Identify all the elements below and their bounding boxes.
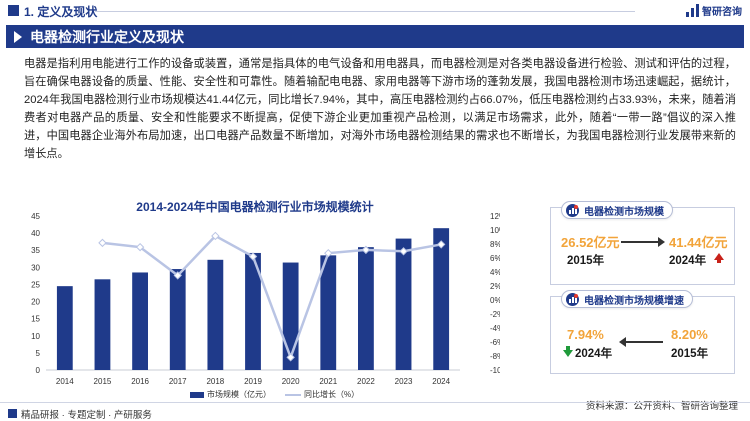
y-right-tick-label: 12%: [490, 212, 500, 221]
footer-square-icon: [8, 409, 17, 418]
growth-rate-panel: 电器检测市场规模增速 7.94% 2024年 8.20% 2015年: [550, 290, 735, 374]
market-size-chart: 0 5 10 15 20 25 30 35 40 45 -10% -8% -6% -4% -2% 0% 2% 4%…: [31, 212, 500, 386]
y-right-tick-label: -8%: [490, 352, 500, 361]
legend-item-bar: 市场规模（亿元）: [190, 389, 271, 400]
growth-point: [361, 245, 371, 255]
y-left-tick-label: 0: [36, 366, 41, 375]
x-tick-label: 2023: [395, 377, 413, 386]
growth-point: [211, 231, 220, 241]
y-left-tick-label: 15: [31, 315, 40, 324]
section-title: 1. 定义及现状: [24, 5, 98, 19]
scale-left-value: 26.52亿元: [561, 235, 620, 250]
left-arrow-icon: [619, 337, 663, 347]
legend-line-label: 同比增长（%）: [304, 390, 360, 399]
scale-left-year: 2015年: [567, 255, 605, 267]
y-left-tick-label: 40: [31, 229, 40, 238]
y-right-tick-label: 0%: [490, 296, 500, 305]
bar: [358, 247, 374, 370]
data-source: 资料来源：公开资料、智研咨询整理: [585, 401, 738, 412]
y-right-tick-label: -4%: [490, 324, 500, 333]
scale-right-value: 41.44亿元: [669, 235, 728, 250]
bar: [320, 255, 337, 370]
growth-point: [286, 353, 295, 362]
legend-item-line: 同比增长（%）: [285, 389, 359, 400]
x-tick-label: 2018: [206, 377, 224, 386]
bar: [395, 238, 412, 370]
growth-rate-tag: 电器检测市场规模增速: [561, 290, 693, 308]
growth-left-year: 2024年: [575, 348, 613, 360]
bar: [245, 252, 261, 370]
growth-chart-icon: [566, 293, 579, 306]
scale-right-year: 2024年: [669, 255, 707, 267]
bar-chart-icon: [566, 204, 579, 217]
y-left-tick-label: 20: [31, 298, 40, 307]
page-title: 电器检测行业定义及现状: [30, 28, 184, 45]
x-tick-label: 2024: [432, 377, 450, 386]
growth-point: [98, 238, 107, 248]
bar: [94, 279, 111, 370]
growth-point: [135, 242, 145, 252]
x-tick-label: 2019: [244, 377, 262, 386]
y-right-tick-label: 4%: [490, 268, 500, 277]
top-header: 1. 定义及现状 智研咨询: [0, 0, 750, 22]
growth-point: [399, 247, 408, 256]
legend-bar-swatch: [190, 391, 204, 398]
bar: [433, 228, 450, 370]
x-tick-label: 2017: [169, 377, 187, 386]
growth-left-value: 7.94%: [567, 327, 604, 342]
growth-line: [102, 234, 442, 361]
bar: [132, 272, 148, 370]
market-scale-panel: 电器检测市场规模 26.52亿元 2015年 41.44亿元 2024年: [550, 201, 735, 285]
y-left-tick-label: 35: [31, 246, 40, 255]
growth-right-value: 8.20%: [671, 327, 708, 342]
growth-right-year: 2015年: [671, 348, 709, 360]
x-tick-label: 2020: [282, 377, 300, 386]
growth-point: [248, 252, 258, 261]
x-tick-label: 2021: [319, 377, 337, 386]
y-right-tick-label: 6%: [490, 254, 500, 263]
y-right-tick-label: -2%: [490, 310, 500, 319]
y-left-tick-label: 30: [31, 263, 40, 272]
play-arrow-icon: [14, 30, 22, 43]
growth-rate-title: 电器检测市场规模增速: [584, 295, 684, 307]
footer-tagline: 精品研报 · 专题定制 · 产研服务: [21, 410, 152, 421]
y-left-tick-label: 5: [36, 349, 41, 358]
header-divider: [95, 11, 635, 12]
intro-paragraph: 电器是指利用电能进行工作的设备或装置，通常是指具体的电气设备和用电器具，而电器检…: [24, 58, 736, 160]
y-right-tick-label: 8%: [490, 240, 500, 249]
x-tick-label: 2014: [56, 377, 74, 386]
y-left-tick-label: 25: [31, 280, 40, 289]
x-tick-label: 2022: [357, 377, 375, 386]
legend-line-swatch: [285, 393, 301, 396]
x-tick-label: 2015: [94, 377, 112, 386]
footer: 精品研报 · 专题定制 · 产研服务: [0, 402, 750, 421]
growth-point: [436, 240, 446, 249]
title-banner: 电器检测行业定义及现状: [6, 25, 744, 48]
bar: [169, 269, 186, 370]
up-arrow-icon: [714, 253, 724, 263]
brand-name: 智研咨询: [702, 7, 742, 18]
y-right-tick-label: -10%: [490, 366, 500, 375]
x-tick-label: 2016: [131, 377, 149, 386]
section-square-icon: [8, 5, 19, 16]
growth-point: [173, 271, 182, 280]
brand-logo-icon: [686, 4, 699, 17]
bar: [207, 259, 224, 370]
market-scale-tag: 电器检测市场规模: [561, 201, 673, 219]
bar: [56, 286, 73, 370]
growth-point: [324, 248, 333, 258]
chart-legend: 市场规模（亿元） 同比增长（%）: [190, 389, 367, 400]
y-left-tick-label: 10: [31, 332, 40, 341]
y-right-tick-label: -6%: [490, 338, 500, 347]
down-arrow-icon: [563, 346, 573, 357]
y-right-tick-label: 10%: [490, 226, 500, 235]
y-left-tick-label: 45: [31, 212, 40, 221]
chart-title: 2014-2024年中国电器检测行业市场规模统计: [136, 200, 374, 214]
y-right-tick-label: 2%: [490, 282, 500, 291]
market-scale-title: 电器检测市场规模: [584, 206, 664, 218]
brand: 智研咨询: [686, 3, 742, 18]
legend-bar-label: 市场规模（亿元）: [207, 390, 271, 399]
right-arrow-icon: [621, 237, 665, 247]
